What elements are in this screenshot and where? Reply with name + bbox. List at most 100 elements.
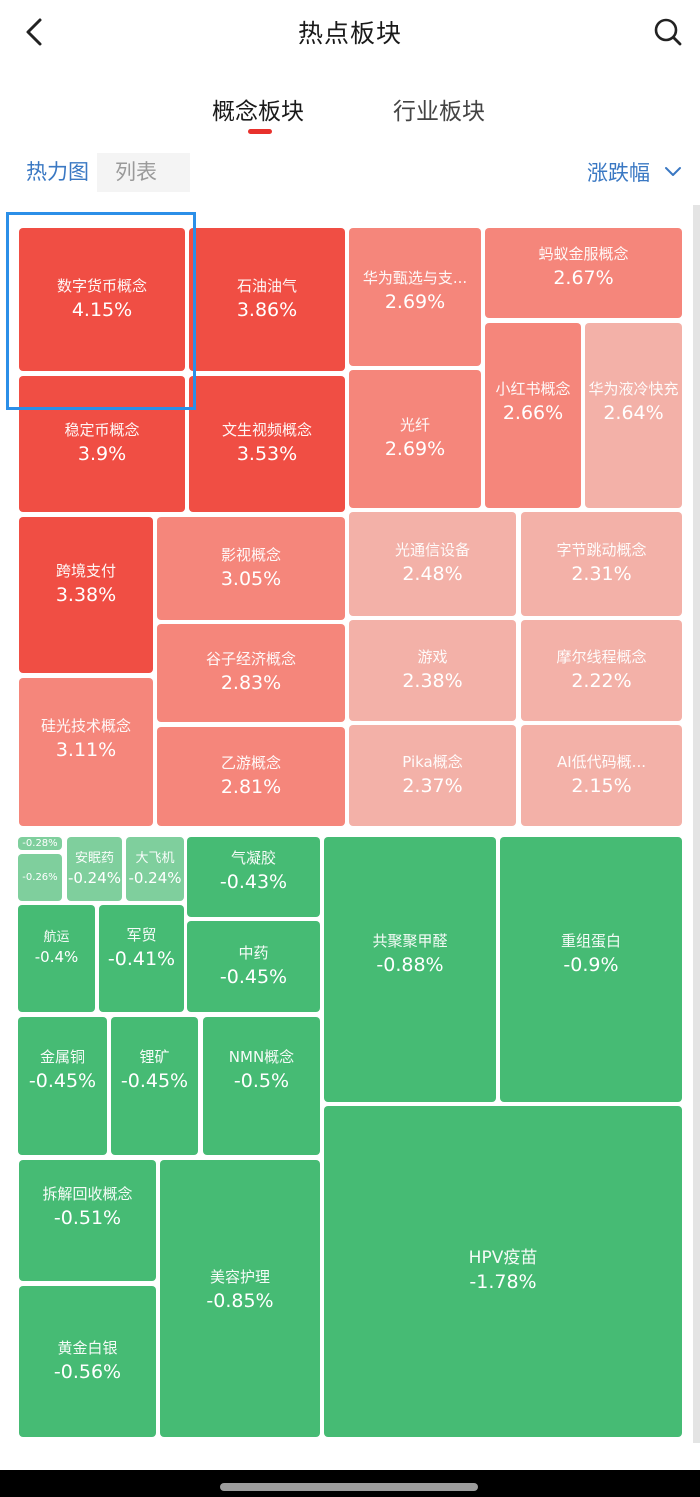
- tile-name: 共聚聚甲醛: [372, 931, 448, 950]
- heatmap-tile[interactable]: 文生视频概念 3.53%: [189, 376, 345, 512]
- tile-change: 2.83%: [220, 672, 282, 694]
- tile-name: 蚂蚁金服概念: [538, 245, 629, 263]
- view-toggle: 热力图 列表: [18, 153, 190, 192]
- tile-name: NMN概念: [228, 1048, 295, 1066]
- heatmap-tile[interactable]: 谷子经济概念 2.83%: [157, 624, 345, 722]
- heatmap-tile[interactable]: 跨境支付 3.38%: [19, 517, 153, 673]
- tile-name: 华为甄选与支...: [362, 269, 468, 287]
- search-icon: [654, 18, 682, 46]
- heatmap-tile[interactable]: 硅光技术概念 3.11%: [19, 678, 153, 826]
- tile-name: 军贸: [126, 925, 157, 944]
- heatmap-tile[interactable]: NMN概念 -0.5%: [203, 1017, 320, 1155]
- tile-change: 2.31%: [571, 563, 632, 585]
- search-button[interactable]: [652, 16, 684, 48]
- heatmap-tile[interactable]: 气凝胶 -0.43%: [187, 837, 320, 917]
- heatmap-view-button[interactable]: 热力图: [18, 153, 97, 192]
- heatmap-tile[interactable]: 光纤 2.69%: [349, 370, 481, 508]
- tile-name: 乙游概念: [220, 753, 281, 772]
- heatmap-tile[interactable]: 光通信设备 2.48%: [349, 512, 516, 616]
- heatmap-tile[interactable]: 航运 -0.4%: [18, 905, 95, 1012]
- scrollbar[interactable]: [693, 205, 700, 1443]
- tile-name: 金属铜: [39, 1048, 85, 1066]
- heatmap-tile[interactable]: 数字货币概念 4.15%: [19, 228, 185, 371]
- tile-name: HPV疫苗: [468, 1247, 538, 1268]
- tile-name: Pika概念: [402, 752, 463, 771]
- tile-change: -0.85%: [206, 1290, 274, 1312]
- list-view-button[interactable]: 列表: [115, 160, 157, 184]
- tile-change: -0.5%: [233, 1070, 290, 1092]
- category-tabs: 概念板块 行业板块: [0, 92, 700, 140]
- heatmap-tile[interactable]: 稳定币概念 3.9%: [19, 376, 185, 512]
- heatmap-tile[interactable]: 军贸 -0.41%: [99, 905, 184, 1012]
- sort-dropdown[interactable]: 涨跌幅: [587, 157, 682, 187]
- tile-name: 美容护理: [209, 1268, 270, 1286]
- tile-change: 4.15%: [71, 298, 133, 321]
- page-title: 热点板块: [297, 19, 402, 48]
- tile-change: 2.69%: [384, 291, 446, 313]
- heatmap-tile[interactable]: 中药 -0.45%: [187, 921, 320, 1012]
- tile-change: 2.38%: [402, 669, 463, 692]
- home-indicator[interactable]: [220, 1483, 478, 1491]
- tile-change: -0.45%: [219, 965, 288, 988]
- heatmap-tile[interactable]: 影视概念 3.05%: [157, 517, 345, 620]
- tile-name: 华为液冷快充: [588, 380, 679, 398]
- heatmap-tile[interactable]: 华为甄选与支... 2.69%: [349, 228, 481, 366]
- heatmap-tile[interactable]: 锂矿 -0.45%: [111, 1017, 198, 1155]
- heatmap-tile[interactable]: 石油油气 3.86%: [189, 228, 345, 371]
- heatmap-tile[interactable]: 字节跳动概念 2.31%: [521, 512, 682, 616]
- tile-change: 2.37%: [402, 774, 463, 797]
- tile-change: 3.05%: [220, 567, 282, 590]
- heatmap-tile[interactable]: 共聚聚甲醛 -0.88%: [324, 837, 496, 1102]
- tile-change: -0.45%: [120, 1070, 189, 1092]
- tile-name: 小红书概念: [495, 380, 571, 398]
- heatmap-tile[interactable]: Pika概念 2.37%: [349, 725, 516, 826]
- tile-change: 3.86%: [236, 298, 298, 321]
- heatmap-tile[interactable]: 金属铜 -0.45%: [18, 1017, 107, 1155]
- tile-name: 字节跳动概念: [556, 541, 647, 559]
- back-button[interactable]: [20, 16, 50, 48]
- tile-name: 大飞机: [135, 850, 175, 866]
- chevron-left-icon: [26, 18, 42, 46]
- heatmap-tile[interactable]: 大飞机 -0.24%: [126, 837, 184, 901]
- heatmap-tile[interactable]: 安眠药 -0.24%: [67, 837, 122, 901]
- tile-name: 中药: [238, 943, 269, 962]
- heatmap-tile[interactable]: -0.28%: [18, 837, 62, 850]
- heatmap-tile[interactable]: 美容护理 -0.85%: [160, 1160, 320, 1437]
- tile-change: -0.24%: [128, 868, 182, 887]
- tile-change: 3.38%: [55, 584, 117, 606]
- tab-industry-sectors[interactable]: 行业板块: [393, 99, 485, 125]
- tile-name: 文生视频概念: [221, 421, 312, 439]
- tile-change: -0.88%: [376, 953, 444, 976]
- tile-change: 3.53%: [236, 443, 298, 465]
- header-bar: 热点板块: [0, 0, 700, 64]
- tile-change: 3.9%: [77, 443, 127, 465]
- heatmap-tile[interactable]: AI低代码概... 2.15%: [521, 725, 682, 826]
- tab-concept-sectors[interactable]: 概念板块: [212, 99, 304, 125]
- tile-name: AI低代码概...: [557, 752, 646, 771]
- tile-name: 锂矿: [139, 1048, 170, 1066]
- tile-change: -0.56%: [53, 1360, 122, 1383]
- heatmap-tile[interactable]: 游戏 2.38%: [349, 620, 516, 721]
- active-tab-indicator: [248, 129, 272, 134]
- heatmap-tile[interactable]: 小红书概念 2.66%: [485, 323, 581, 508]
- heatmap-tile[interactable]: -0.26%: [18, 854, 62, 901]
- tile-change: -0.43%: [219, 871, 288, 893]
- tile-change: -0.9%: [563, 953, 619, 976]
- heatmap-tile[interactable]: HPV疫苗 -1.78%: [324, 1106, 682, 1437]
- heatmap-tile[interactable]: 拆解回收概念 -0.51%: [19, 1160, 156, 1281]
- tile-name: 气凝胶: [230, 849, 276, 867]
- tile-change: -1.78%: [469, 1270, 537, 1293]
- tile-change: -0.26%: [22, 871, 58, 883]
- tile-change: -0.51%: [53, 1207, 122, 1229]
- heatmap-tile[interactable]: 乙游概念 2.81%: [157, 727, 345, 826]
- heatmap-tile[interactable]: 华为液冷快充 2.64%: [585, 323, 682, 508]
- tile-change: -0.28%: [22, 837, 58, 849]
- tile-name: 数字货币概念: [56, 276, 147, 295]
- tile-change: -0.41%: [107, 947, 176, 970]
- sort-label: 涨跌幅: [587, 161, 650, 185]
- heatmap-tile[interactable]: 摩尔线程概念 2.22%: [521, 620, 682, 721]
- tile-name: 谷子经济概念: [205, 650, 296, 668]
- heatmap-tile[interactable]: 蚂蚁金服概念 2.67%: [485, 228, 682, 318]
- heatmap-tile[interactable]: 重组蛋白 -0.9%: [500, 837, 682, 1102]
- heatmap-tile[interactable]: 黄金白银 -0.56%: [19, 1286, 156, 1437]
